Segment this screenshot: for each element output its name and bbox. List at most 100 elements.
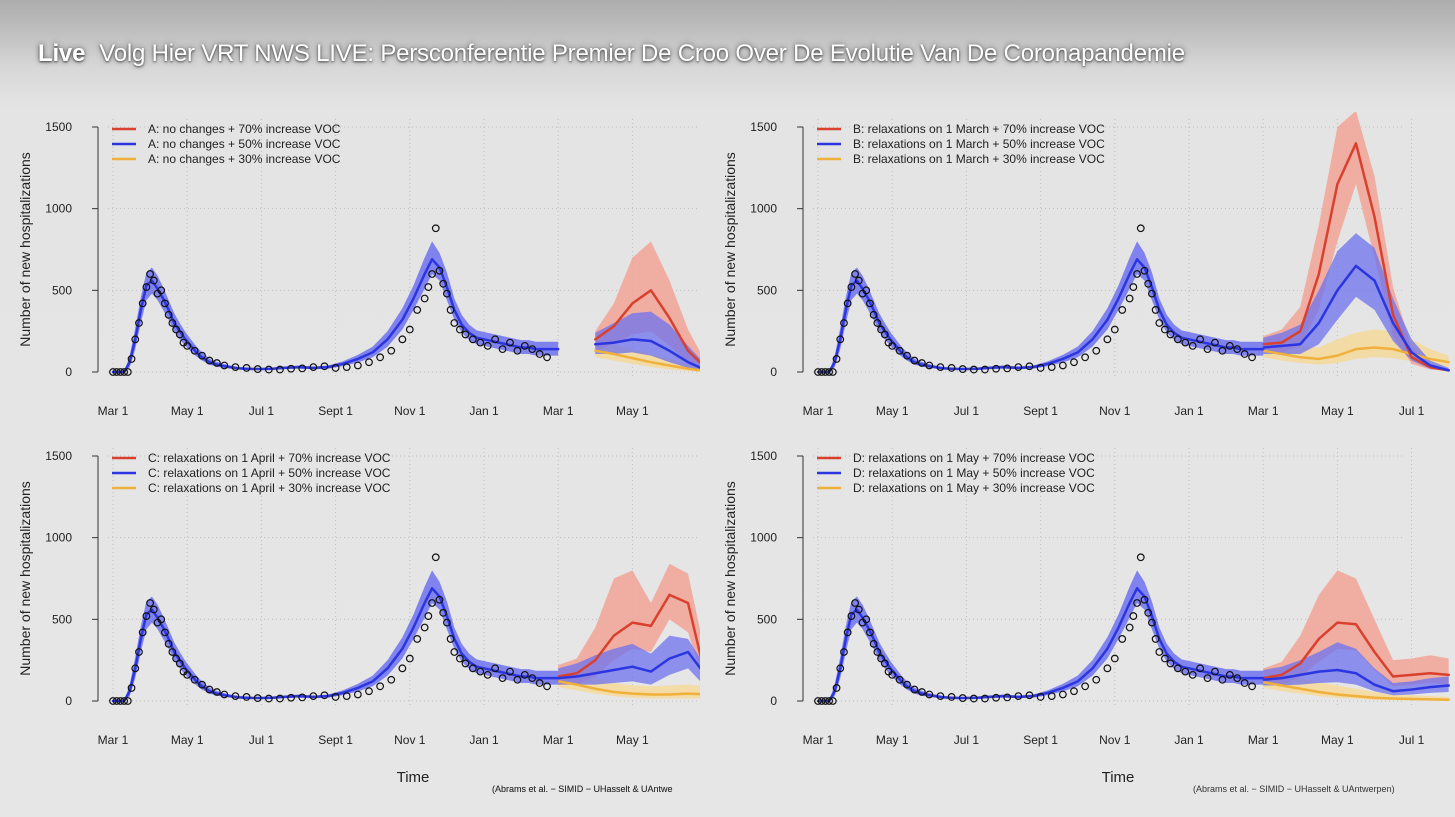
observed-point (253, 694, 262, 702)
x-tick-label: Jul 1 (1399, 733, 1425, 747)
live-badge: Live (38, 40, 86, 67)
observed-point (157, 286, 166, 295)
y-axis-label: Number of new hospitalizations (722, 152, 738, 347)
source-credit: (Abrams et al. − SIMID − UHasselt & UAnt… (492, 784, 673, 794)
observed-point (1092, 675, 1101, 684)
x-tick-label: Mar 1 (803, 733, 834, 747)
observed-point (903, 351, 911, 360)
observed-point (435, 595, 444, 604)
observed-point (847, 612, 856, 620)
observed-point (365, 358, 373, 367)
live-headline[interactable]: Live Volg Hier VRT NWS LIVE: Persconferen… (38, 40, 1185, 68)
observed-point (168, 319, 177, 327)
observed-point (862, 286, 871, 295)
projection-band-orange (558, 669, 700, 699)
observed-point (814, 368, 822, 376)
observed-point (1003, 693, 1012, 702)
observed-point (149, 605, 158, 614)
observed-point (1248, 353, 1256, 362)
observed-point (513, 675, 522, 684)
observed-point (873, 648, 882, 656)
observed-point (1144, 279, 1153, 288)
observed-point (287, 364, 295, 373)
x-tick-label: Mar 1 (98, 404, 129, 418)
observed-point (146, 599, 155, 607)
observed-point (342, 692, 351, 700)
observed-point (1233, 674, 1242, 683)
projection-line-orange (594, 349, 700, 372)
observed-point (1140, 266, 1149, 275)
observed-point (1166, 659, 1175, 668)
x-tick-label: Jan 1 (469, 404, 499, 418)
observed-point (1248, 682, 1256, 691)
observed-point (491, 335, 500, 344)
observed-point (520, 670, 529, 679)
observed-point (112, 697, 121, 705)
observed-point (446, 635, 455, 643)
gridlines (108, 119, 700, 376)
observed-point (138, 628, 147, 637)
x-tick-label: May 1 (876, 733, 909, 747)
observed-point (175, 659, 184, 668)
model-fit-band (818, 570, 1264, 701)
observed-point (1036, 364, 1045, 372)
y-tick-label: 0 (770, 365, 777, 379)
observed-point (212, 688, 221, 696)
y-axis-label: Number of new hospitalizations (17, 481, 33, 676)
observed-point (439, 608, 448, 617)
observed-point (825, 697, 834, 705)
headline-title: Volg Hier VRT NWS LIVE: Persconferentie … (99, 40, 1185, 67)
observed-point (413, 635, 422, 643)
observed-point (1125, 294, 1134, 303)
y-tick-label: 0 (65, 365, 72, 379)
x-tick-label: Jul 1 (954, 733, 980, 747)
observed-point (1058, 361, 1067, 370)
observed-point (895, 675, 904, 684)
legend-label: D: relaxations on 1 May + 50% increase V… (853, 466, 1095, 480)
observed-point (877, 325, 885, 334)
observed-point (164, 639, 173, 648)
observed-point (387, 346, 396, 355)
projection-line-red (1261, 621, 1450, 680)
observed-point (992, 693, 1000, 702)
x-tick-label: Jul 1 (1399, 404, 1425, 418)
observed-point (1118, 306, 1127, 314)
observed-point (198, 351, 206, 360)
observed-point (405, 325, 414, 334)
observed-point (506, 338, 514, 347)
x-tick-label: Mar 1 (803, 404, 834, 418)
observed-point (825, 368, 834, 376)
observed-point (821, 697, 830, 705)
observed-point (431, 224, 440, 233)
legend-label: A: no changes + 70% increase VOC (148, 122, 341, 136)
x-tick-label: May 1 (1321, 404, 1354, 418)
observed-point (190, 346, 199, 355)
x-tick-label: Mar 1 (543, 733, 574, 747)
observed-point (353, 361, 362, 370)
observed-point (1070, 358, 1078, 367)
observed-point (205, 356, 214, 365)
observed-point (843, 299, 852, 308)
y-tick-label: 1000 (750, 202, 777, 216)
y-axis-label: Number of new hospitalizations (17, 152, 33, 347)
observed-point (420, 294, 429, 303)
observed-point (851, 270, 859, 278)
observed-point (1129, 283, 1138, 291)
x-axis-label: Time (1102, 769, 1135, 786)
x-tick-label: Mar 1 (98, 733, 129, 747)
observed-point (903, 680, 911, 689)
observed-point (498, 345, 507, 354)
observed-point (969, 694, 978, 703)
model-fit-band (818, 241, 1264, 372)
projection-line-orange (1261, 680, 1450, 701)
observed-point (164, 310, 173, 319)
observed-point (172, 654, 180, 663)
observed-point (123, 368, 132, 376)
observed-point (287, 693, 295, 702)
observed-point (1211, 667, 1219, 676)
observed-point (1181, 667, 1190, 676)
observed-point (405, 654, 414, 663)
x-tick-label: Jul 1 (954, 404, 980, 418)
observed-point (1225, 341, 1234, 350)
y-tick-label: 1500 (45, 449, 72, 463)
